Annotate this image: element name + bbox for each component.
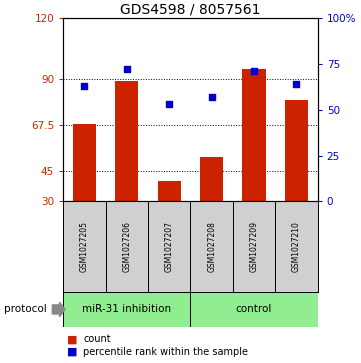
Bar	[191, 292, 318, 327]
Text: GSM1027210: GSM1027210	[292, 221, 301, 272]
Text: GSM1027205: GSM1027205	[80, 221, 89, 272]
Text: GSM1027206: GSM1027206	[122, 221, 131, 272]
Text: miR-31 inhibition: miR-31 inhibition	[82, 305, 171, 314]
Text: GSM1027207: GSM1027207	[165, 221, 174, 272]
Text: GSM1027209: GSM1027209	[249, 221, 258, 272]
Bar	[157, 181, 181, 201]
Bar	[148, 201, 191, 292]
Text: ■: ■	[67, 347, 77, 357]
Bar	[63, 292, 191, 327]
Text: percentile rank within the sample: percentile rank within the sample	[83, 347, 248, 357]
Text: count: count	[83, 334, 111, 344]
Bar	[191, 201, 233, 292]
Bar	[73, 124, 96, 201]
Title: GDS4598 / 8057561: GDS4598 / 8057561	[120, 3, 261, 17]
Point	[124, 66, 130, 72]
Bar	[200, 157, 223, 201]
Point	[166, 101, 172, 107]
Point	[293, 81, 299, 87]
Point	[82, 83, 87, 89]
Text: control: control	[236, 305, 272, 314]
Point	[251, 68, 257, 74]
Bar	[233, 201, 275, 292]
Bar	[275, 201, 318, 292]
Bar	[242, 69, 266, 201]
Bar	[63, 201, 105, 292]
Text: protocol: protocol	[4, 305, 46, 314]
Text: ■: ■	[67, 334, 77, 344]
Bar	[285, 99, 308, 201]
Bar	[115, 81, 139, 201]
Bar	[105, 201, 148, 292]
Point	[209, 94, 214, 100]
Text: GSM1027208: GSM1027208	[207, 221, 216, 272]
